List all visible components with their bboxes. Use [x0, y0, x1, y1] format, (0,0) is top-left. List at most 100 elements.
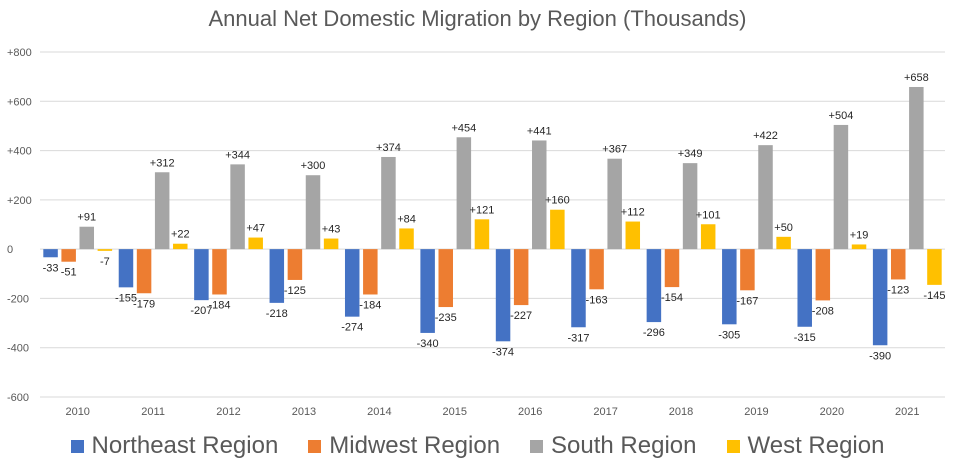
bar [194, 249, 209, 301]
bar [797, 249, 812, 327]
data-label: +101 [696, 209, 721, 221]
legend-item: West Region [726, 432, 885, 460]
legend-label: South Region [551, 432, 697, 459]
data-label: -51 [61, 267, 77, 279]
data-label: +50 [774, 222, 793, 234]
data-label: -227 [510, 310, 532, 322]
bar [212, 249, 227, 295]
x-tick-label: 2020 [820, 406, 844, 418]
bar [363, 249, 378, 295]
data-labels: -33 -51+91-7-155-179+312+22-207-184+344+4… [43, 72, 946, 362]
data-label: -184 [208, 299, 230, 311]
bar [43, 249, 58, 258]
data-label: +441 [527, 125, 552, 137]
legend-swatch [70, 439, 84, 453]
bar [815, 249, 831, 301]
data-label: +454 [451, 122, 476, 134]
bar [381, 156, 396, 250]
x-tick-label: 2017 [593, 406, 617, 418]
data-label: -305 [718, 329, 740, 341]
legend-label: Midwest Region [329, 432, 501, 459]
data-label: +504 [829, 110, 854, 122]
bar [589, 249, 604, 290]
bar [248, 237, 263, 250]
bar [305, 175, 321, 250]
bar [79, 226, 95, 250]
bar [97, 249, 113, 251]
bar [154, 172, 170, 250]
data-label: +43 [322, 224, 341, 236]
bars [43, 86, 942, 346]
data-label: -296 [643, 327, 665, 339]
bar [776, 236, 791, 250]
y-tick-label: -200 [7, 293, 29, 305]
x-tick-label: 2013 [292, 406, 316, 418]
data-label: +112 [621, 207, 645, 219]
bar [758, 145, 773, 250]
data-label: -7 [100, 256, 110, 268]
bar-chart: -600 -400 -200 0 +200 +400 +600 +800 -33 -51 +91 -… [7, 47, 946, 418]
bar [474, 219, 490, 250]
legend-label: Northeast Region [91, 432, 279, 459]
legend-swatch [530, 439, 544, 453]
y-tick-label: -600 [7, 392, 29, 404]
y-tick-label: 0 [7, 244, 13, 256]
legend-label: West Region [747, 432, 885, 459]
data-label: -340 [417, 338, 439, 350]
data-label: -179 [133, 298, 155, 310]
x-tick-label: 2014 [367, 406, 391, 418]
bar [664, 249, 680, 288]
data-label: +374 [376, 142, 401, 154]
data-label: +160 [545, 195, 570, 207]
data-label: -315 [794, 332, 816, 344]
bar [456, 137, 472, 250]
legend-item: Northeast Region [70, 432, 279, 460]
data-label: -163 [586, 294, 608, 306]
data-label: -167 [736, 295, 758, 307]
data-label: +91 [77, 212, 96, 224]
data-label: +84 [397, 213, 416, 225]
legend-swatch [726, 439, 740, 453]
data-label: +22 [171, 229, 190, 241]
data-label: +422 [753, 130, 778, 142]
legend-item: Midwest Region [308, 432, 500, 460]
bar [927, 249, 942, 285]
data-label: +47 [246, 223, 265, 235]
data-label: +367 [602, 144, 627, 156]
data-label: -33 [43, 262, 59, 274]
data-label: -184 [359, 299, 381, 311]
data-label: +300 [301, 160, 326, 172]
gridlines [40, 51, 945, 398]
y-tick-label: -400 [7, 343, 29, 355]
x-tick-label: 2016 [518, 406, 542, 418]
bar [740, 249, 755, 291]
bar [118, 249, 134, 288]
bar [438, 249, 453, 308]
x-tick-label: 2019 [744, 406, 768, 418]
y-axis-ticks: -600 -400 -200 0 +200 +400 +600 +800 [7, 47, 32, 404]
bar [495, 249, 511, 342]
legend-item: South Region [530, 432, 697, 460]
bar [700, 224, 716, 250]
bar [269, 249, 285, 303]
x-tick-label: 2010 [65, 406, 89, 418]
legend-swatch [308, 439, 322, 453]
bar [61, 249, 76, 262]
x-axis-ticks: 2010 2011 2012 2013 2014 2015 2016 2017 2018 2019… [65, 406, 919, 418]
y-tick-label: +600 [7, 96, 32, 108]
data-label: -125 [284, 285, 306, 297]
x-tick-label: 2021 [895, 406, 919, 418]
y-tick-label: +200 [7, 195, 32, 207]
data-label: -218 [266, 308, 288, 320]
bar [136, 249, 152, 294]
bar [513, 249, 529, 306]
bar [872, 249, 888, 346]
bar [287, 249, 303, 280]
data-label: +19 [850, 229, 869, 241]
y-tick-label: +800 [7, 47, 32, 59]
bar [607, 158, 622, 250]
data-label: +121 [470, 204, 495, 216]
y-tick-label: +400 [7, 146, 32, 158]
data-label: -235 [435, 312, 457, 324]
bar [646, 249, 662, 323]
